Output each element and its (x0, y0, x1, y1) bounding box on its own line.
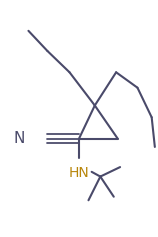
Text: N: N (13, 131, 25, 146)
Text: HN: HN (69, 166, 89, 180)
